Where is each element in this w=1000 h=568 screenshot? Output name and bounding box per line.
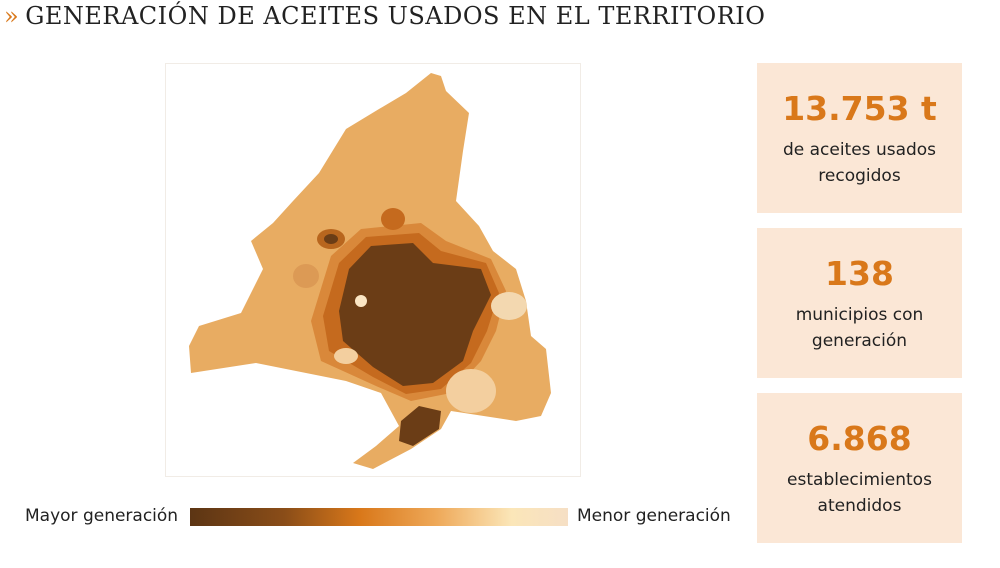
- map: [189, 73, 551, 469]
- zone: [339, 243, 491, 386]
- stat-card: 138 municipios con generación: [757, 228, 962, 378]
- stat-value: 13.753 t: [782, 89, 937, 128]
- legend-gradient: [190, 508, 568, 526]
- legend-low: Menor generación: [577, 506, 731, 526]
- stat-label: atendidos: [817, 496, 902, 516]
- stat-label: generación: [811, 331, 908, 351]
- zone: [446, 369, 496, 413]
- zone: [293, 264, 319, 288]
- stat-card: 6.868 establecimientos atendidos: [757, 393, 962, 543]
- marker: »: [4, 2, 20, 30]
- zone: [399, 406, 441, 446]
- title: GENERACIÓN DE ACEITES USADOS EN EL TERRI…: [25, 2, 766, 30]
- stat-label: de aceites usados: [782, 140, 937, 160]
- zone: [355, 295, 367, 307]
- stat-label: recogidos: [818, 166, 901, 186]
- stat-label: establecimientos: [787, 470, 932, 490]
- zone: [334, 348, 358, 364]
- stat-card: 13.753 t de aceites usados recogidos: [757, 63, 962, 213]
- stat-value: 138: [825, 254, 894, 293]
- zone: [381, 208, 405, 230]
- legend-high: Mayor generación: [25, 506, 179, 526]
- stat-value: 6.868: [807, 419, 912, 458]
- zone: [324, 234, 338, 244]
- zone: [491, 292, 527, 320]
- stat-label: municipios con: [795, 305, 924, 325]
- map-frame: [165, 63, 581, 477]
- header: » GENERACIÓN DE ACEITES USADOS EN EL TERR…: [4, 2, 765, 30]
